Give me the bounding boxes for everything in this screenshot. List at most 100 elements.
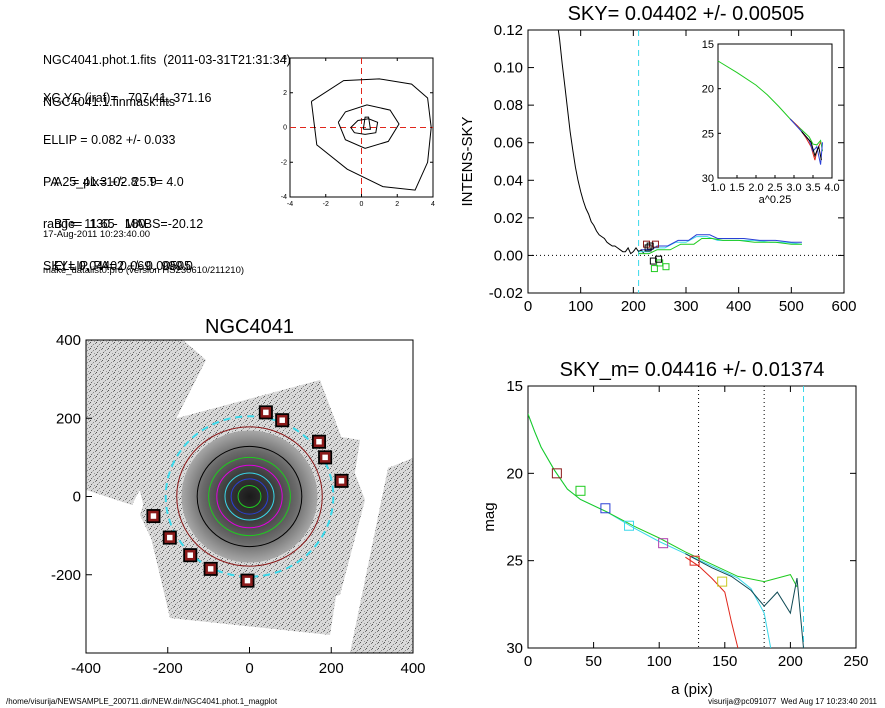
series-line [638, 236, 802, 253]
y-tick-label: 0.04 [494, 172, 523, 189]
y-tick-label: 0.10 [494, 60, 523, 77]
y-tick-label: -4 [281, 194, 287, 201]
x-tick-label: 4 [431, 201, 435, 208]
isophote-ellipse [216, 464, 283, 529]
series-line [685, 553, 804, 648]
y-tick-label: 0.00 [494, 247, 523, 264]
isophote-ellipse [164, 415, 335, 578]
y-tick-label: 2 [283, 90, 287, 97]
contour-line [362, 116, 371, 130]
inset-y-tick-label: 25 [702, 128, 714, 140]
box-marker [717, 576, 728, 587]
header-line: SKY= 0.04402 +/- 0.00505 [43, 259, 192, 273]
series-line [638, 238, 802, 255]
contour-line [310, 78, 432, 191]
header-line: XC,YC (iraf)= 707.41, 371.16 [43, 91, 212, 105]
x-tick-label: 600 [831, 298, 856, 315]
x-tick-label: 0 [245, 660, 253, 677]
header-line: ELLIP, PA= 0.069 999.0 [54, 259, 193, 273]
y-tick-label: -200 [51, 567, 81, 584]
box-marker [575, 485, 586, 496]
mask-box-inner [313, 436, 325, 447]
sky-plot-area [528, 30, 844, 293]
x-tick-label: 200 [621, 298, 646, 315]
series-line [528, 413, 772, 648]
chart-title: SKY_m= 0.04416 +/- 0.01374 [560, 359, 825, 381]
inset-y-tick-label: 20 [702, 84, 714, 96]
footer-user: visurija@pc091077 Wed Aug 17 10:23:40 20… [708, 697, 877, 706]
image-patch [350, 458, 413, 653]
inset-x-tick-label: 1.0 [710, 182, 725, 194]
header-param-lines: A25_pix=102.8 T= 4.0 BT= 11.65 MABS=-20.… [54, 147, 203, 287]
x-tick-label: -400 [71, 660, 101, 677]
box-marker [646, 242, 654, 250]
x-tick-label: -4 [287, 201, 293, 208]
x-tick-label: -2 [323, 201, 329, 208]
chart-title: SKY= 0.04402 +/- 0.00505 [568, 3, 805, 25]
mask-box-inner [164, 532, 176, 543]
y-tick-label: 0 [283, 125, 287, 132]
isophote-ellipse [196, 445, 303, 548]
y-tick-label: 0.02 [494, 210, 523, 227]
inset-y-tick-label: 15 [702, 39, 714, 51]
mask-box-inner [242, 575, 253, 586]
inset-x-axis-label: a^0.25 [759, 194, 792, 206]
contour-line [350, 118, 379, 135]
x-tick-label: 100 [647, 653, 672, 670]
box-marker [656, 259, 664, 267]
footer-path: /home/visurija/NEWSAMPLE_200711.dir/NEW.… [6, 697, 278, 706]
image-patch [86, 340, 206, 505]
header-line: range= 130.- 180. [43, 217, 149, 231]
box-marker [624, 520, 635, 531]
galaxy-image-area [86, 340, 413, 653]
header-line: NGC4041.1.finmask.fits [43, 95, 175, 109]
isophote-ellipse [224, 472, 275, 521]
x-tick-label: -200 [153, 660, 183, 677]
inset-y-tick-label: 30 [702, 173, 714, 185]
box-marker [655, 255, 663, 263]
header-line: NGC4041.phot.1.fits (2011-03-31T21:31:34… [43, 53, 291, 67]
mask-box-inner [319, 452, 331, 463]
y-tick-label: -0.02 [489, 285, 523, 302]
inset-x-tick-label: 1.5 [729, 182, 744, 194]
inset-x-tick-label: 3.0 [786, 182, 801, 194]
mask-box-inner [148, 510, 159, 522]
box-marker [643, 240, 650, 248]
mask-box-inner [336, 475, 347, 487]
chart-title: NGC4041 [205, 316, 294, 338]
header-line: A25_pix=102.8 T= 4.0 [54, 175, 184, 189]
mask-box-inner [276, 414, 288, 426]
x-tick-label: 0 [360, 201, 364, 208]
y-tick-label: 25 [506, 553, 523, 570]
series-line [557, 30, 645, 255]
y-tick-label: 20 [506, 465, 523, 482]
box-marker [651, 240, 659, 248]
series-line [685, 556, 739, 648]
inset-x-tick-label: 3.5 [805, 182, 820, 194]
isophote-ellipse [230, 478, 269, 515]
isophote-ellipse [176, 426, 323, 567]
isophote-ellipse [208, 456, 291, 537]
header-meta-lines: 17-Aug-2011 10:23:40.00 make_datalist0.p… [43, 205, 244, 289]
y-tick-label: 30 [506, 640, 523, 657]
header-line: ELLIP = 0.082 +/- 0.033 [43, 133, 176, 147]
y-tick-label: -2 [281, 159, 287, 166]
mask-box-inner [205, 563, 216, 575]
mask-box-inner [260, 407, 272, 418]
y-tick-label: 4 [283, 55, 287, 62]
box-marker [662, 263, 670, 271]
header-line: BT= 11.65 MABS=-20.12 [54, 217, 204, 231]
x-tick-label: 200 [319, 660, 344, 677]
x-tick-label: 200 [778, 653, 803, 670]
plot-frame [527, 385, 857, 649]
y-tick-label: 0 [73, 489, 81, 506]
header-line: 17-Aug-2011 10:23:40.00 [43, 229, 151, 240]
box-marker [644, 244, 652, 252]
inset-x-tick-label: 4.0 [824, 182, 839, 194]
isophote-ellipse [237, 485, 262, 508]
x-tick-label: 400 [726, 298, 751, 315]
box-marker [658, 538, 669, 549]
y-tick-label: 0.08 [494, 97, 523, 114]
x-tick-label: 50 [585, 653, 602, 670]
